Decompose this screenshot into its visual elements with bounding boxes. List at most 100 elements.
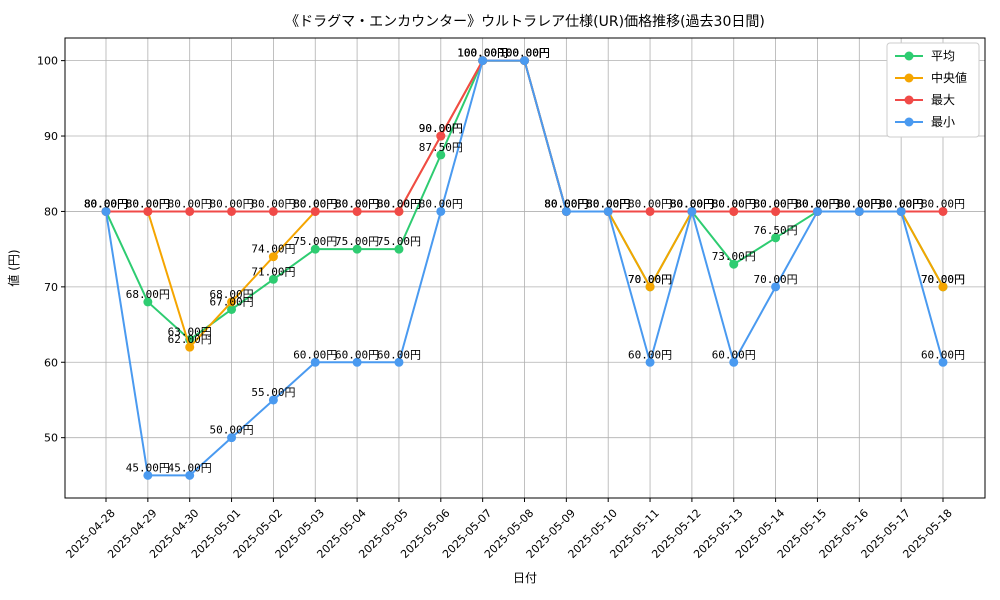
data-point [352, 357, 362, 367]
legend-marker [904, 73, 914, 83]
data-label: 80.00円 [837, 197, 881, 210]
data-label: 80.00円 [544, 197, 588, 210]
data-label: 67.00円 [209, 295, 253, 308]
grid-layer [65, 38, 985, 498]
data-label: 100.00円 [457, 47, 508, 60]
data-label: 80.00円 [795, 197, 839, 210]
data-label: 80.00円 [544, 197, 588, 210]
legend-label: 中央値 [931, 70, 967, 85]
data-label: 100.00円 [499, 47, 550, 60]
chart-title: 《ドラグマ・エンカウンター》ウルトラレア仕様(UR)価格推移(過去30日間) [285, 14, 765, 30]
data-label: 45.00円 [168, 461, 212, 474]
y-tick-label: 60 [44, 356, 58, 369]
data-label: 75.00円 [293, 235, 337, 248]
data-label: 60.00円 [335, 348, 379, 361]
data-label: 80.00円 [586, 197, 630, 210]
data-label: 60.00円 [921, 348, 965, 361]
data-point [394, 357, 404, 367]
data-label: 100.00円 [457, 47, 508, 60]
y-axis-title: 値 (円) [6, 249, 21, 286]
data-label: 80.00円 [712, 197, 756, 210]
data-label: 87.50円 [419, 141, 463, 154]
data-label: 80.00円 [754, 197, 798, 210]
data-point [227, 297, 237, 307]
data-point [645, 206, 655, 216]
data-label: 90.00円 [419, 122, 463, 135]
data-label: 80.00円 [335, 197, 379, 210]
data-label: 63.00円 [168, 326, 212, 339]
data-label: 68.00円 [126, 288, 170, 301]
data-point [227, 304, 237, 314]
data-point [227, 433, 237, 443]
data-label: 80.00円 [377, 197, 421, 210]
data-label: 80.00円 [84, 197, 128, 210]
data-label: 68.00円 [209, 288, 253, 301]
data-point [310, 206, 320, 216]
data-point [771, 282, 781, 292]
data-label: 80.00円 [795, 197, 839, 210]
data-label: 80.00円 [837, 197, 881, 210]
data-label: 60.00円 [628, 348, 672, 361]
data-point [185, 342, 195, 352]
data-label: 80.00円 [879, 197, 923, 210]
data-label: 80.00円 [126, 197, 170, 210]
data-label: 100.00円 [499, 47, 550, 60]
data-point [143, 297, 153, 307]
data-point [603, 206, 613, 216]
data-point [938, 357, 948, 367]
data-point [729, 206, 739, 216]
data-label: 100.00円 [499, 47, 550, 60]
data-label: 80.00円 [586, 197, 630, 210]
data-label: 71.00円 [251, 265, 295, 278]
data-label: 45.00円 [126, 461, 170, 474]
data-label: 80.00円 [837, 197, 881, 210]
data-label: 80.00円 [293, 197, 337, 210]
data-point [520, 56, 529, 66]
data-label: 80.00円 [628, 197, 672, 210]
data-label: 90.00円 [419, 122, 463, 135]
data-label: 70.00円 [754, 273, 798, 286]
data-label: 80.00円 [754, 197, 798, 210]
data-label: 70.00円 [628, 273, 672, 286]
data-label: 80.00円 [586, 197, 630, 210]
data-label: 80.00円 [670, 197, 714, 210]
legend-marker [904, 95, 914, 105]
data-point [771, 206, 781, 216]
data-label: 80.00円 [795, 197, 839, 210]
data-point [310, 357, 320, 367]
data-point [143, 206, 153, 216]
legend-marker [904, 117, 914, 127]
data-point [185, 206, 195, 216]
data-label: 75.00円 [377, 235, 421, 248]
data-label: 50.00円 [209, 424, 253, 437]
data-label: 80.00円 [293, 197, 337, 210]
data-point [310, 244, 320, 254]
data-label: 80.00円 [126, 197, 170, 210]
data-point [185, 470, 195, 480]
data-label: 100.00円 [457, 47, 508, 60]
data-point [436, 150, 446, 160]
data-label: 80.00円 [84, 197, 128, 210]
data-label: 55.00円 [251, 386, 295, 399]
series-3 [101, 56, 948, 480]
data-point [352, 206, 362, 216]
data-point [645, 282, 655, 292]
data-label: 80.00円 [419, 197, 463, 210]
data-label: 100.00円 [499, 47, 550, 60]
data-label: 80.00円 [879, 197, 923, 210]
data-point [227, 206, 237, 216]
data-point [394, 244, 404, 254]
y-tick-label: 100 [37, 55, 58, 68]
data-label: 80.00円 [921, 197, 965, 210]
y-tick-label: 90 [44, 130, 58, 143]
legend-label: 平均 [931, 49, 955, 63]
data-point [436, 131, 446, 141]
data-label: 80.00円 [251, 197, 295, 210]
data-label: 80.00円 [670, 197, 714, 210]
data-label: 80.00円 [712, 197, 756, 210]
data-point [812, 206, 822, 216]
data-label: 70.00円 [921, 273, 965, 286]
legend-box [886, 42, 980, 138]
